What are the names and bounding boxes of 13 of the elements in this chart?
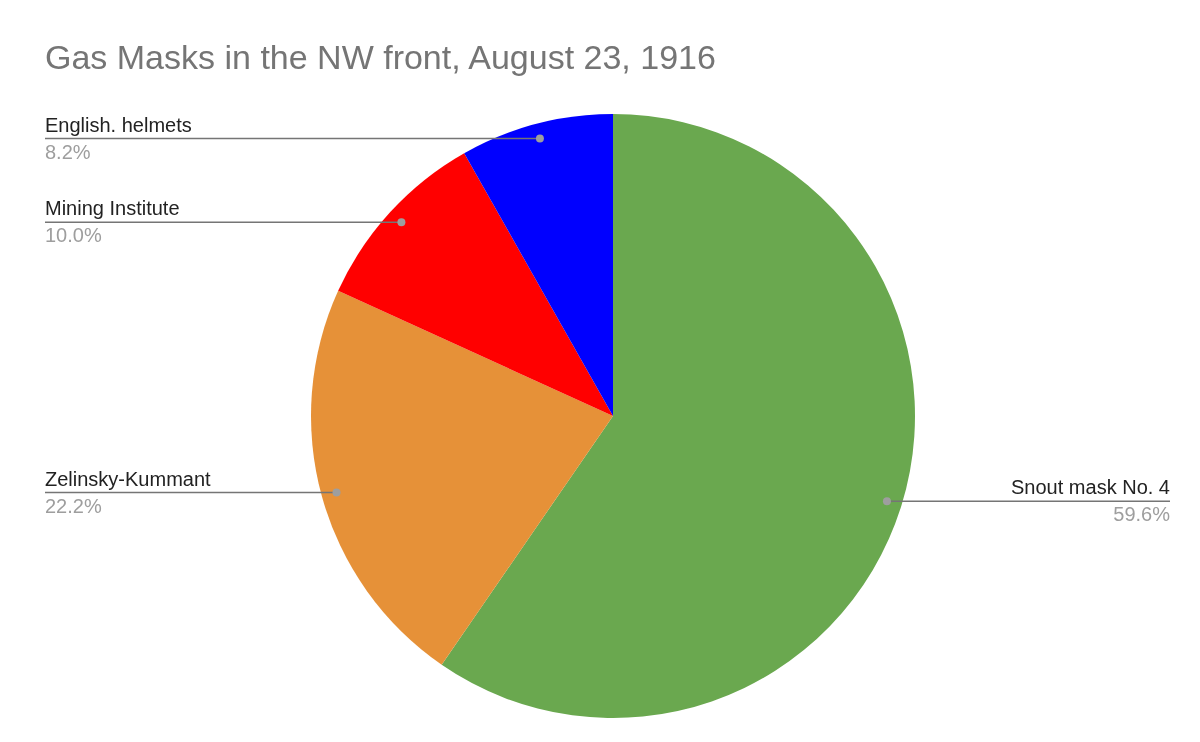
slice-label: Snout mask No. 4 <box>1011 476 1170 499</box>
slice-label: Zelinsky-Kummant <box>45 467 212 490</box>
data-label: 22.2% <box>45 494 102 517</box>
pie-slice <box>464 114 613 416</box>
pie-slice <box>338 153 613 416</box>
slice-label: Mining Institute <box>45 197 180 220</box>
data-label: 59.6% <box>1113 503 1171 526</box>
slice-label: English. helmets <box>45 113 192 136</box>
chart-title: Gas Masks in the NW front, August 23, 1916 <box>45 38 716 77</box>
data-label: 8.2% <box>45 140 91 163</box>
pie-slice <box>441 114 915 718</box>
pie-slice <box>311 290 613 665</box>
data-label: 10.0% <box>45 224 102 247</box>
